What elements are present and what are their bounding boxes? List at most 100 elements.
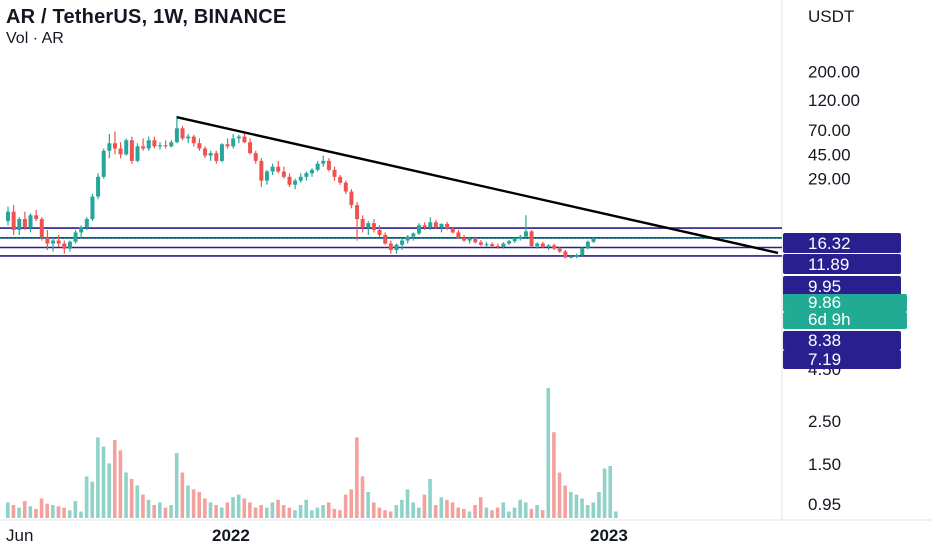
- volume-bar: [343, 494, 348, 518]
- volume-bar: [169, 505, 173, 518]
- candle-body: [360, 219, 365, 228]
- volume-bar: [56, 506, 61, 518]
- volume-bar: [411, 502, 415, 518]
- volume-bar: [614, 511, 618, 518]
- candle-body: [349, 191, 354, 206]
- candle-body: [585, 241, 590, 249]
- volume-bar: [428, 479, 432, 518]
- candle-body: [563, 251, 568, 258]
- candle-body: [34, 215, 39, 220]
- candle-body: [101, 150, 106, 177]
- badge-label: 7.19: [808, 350, 841, 369]
- candle-body: [242, 136, 247, 143]
- price-level-badge: [783, 233, 901, 253]
- candle-body: [338, 176, 343, 183]
- volume-bar: [433, 505, 438, 518]
- candle-body: [343, 182, 348, 192]
- candle-body: [388, 243, 393, 251]
- volume-bar: [422, 494, 427, 518]
- volume-bar: [371, 502, 376, 518]
- candle-body: [73, 232, 78, 242]
- volume-bar: [253, 507, 258, 518]
- volume-bar: [315, 507, 320, 518]
- candle-body: [355, 205, 360, 220]
- candle-body: [467, 238, 472, 241]
- quote-currency-label: USDT: [808, 7, 854, 26]
- volume-bar: [585, 505, 590, 518]
- candle-body: [90, 196, 95, 220]
- volume-bar: [450, 502, 455, 518]
- candle-body: [473, 238, 478, 243]
- volume-bar: [264, 507, 269, 518]
- volume-bar: [248, 502, 252, 518]
- volume-bar: [495, 507, 500, 518]
- volume-indicator-label: Vol · AR: [6, 30, 64, 47]
- volume-bar: [462, 508, 466, 518]
- volume-bar: [281, 505, 286, 518]
- candle-body: [11, 211, 16, 230]
- candle-body: [236, 136, 241, 139]
- badge-label: 6d 9h: [808, 310, 851, 329]
- candle-body: [332, 169, 337, 177]
- volume-bar: [219, 507, 224, 518]
- volume-bar: [332, 508, 337, 518]
- candle-body: [523, 231, 528, 237]
- candle-body: [315, 163, 320, 170]
- badge-label: 9.86: [808, 293, 841, 312]
- grid: [0, 0, 932, 521]
- volume-bar: [141, 494, 145, 518]
- volume-bar: [118, 450, 123, 518]
- volume-bar: [225, 502, 230, 518]
- candle-body: [501, 243, 506, 247]
- volume-bar: [597, 492, 601, 518]
- candle-body: [304, 173, 309, 177]
- volume-bar: [208, 502, 213, 518]
- volume-bar: [602, 468, 607, 518]
- volume-bar: [135, 485, 140, 518]
- volume-bar: [490, 510, 494, 518]
- candle-body: [39, 219, 44, 238]
- candle-body: [22, 219, 27, 228]
- candle-body: [79, 227, 84, 233]
- volume-bar: [158, 502, 162, 518]
- volume-bar: [456, 507, 460, 518]
- badge-label: 9.95: [808, 277, 841, 296]
- candle-body: [557, 248, 562, 252]
- candle-body: [546, 245, 551, 247]
- candle-body: [310, 169, 315, 174]
- candle-body: [270, 166, 275, 172]
- volume-bar: [484, 507, 489, 518]
- candle-body: [276, 166, 281, 172]
- volume-bar: [473, 505, 477, 518]
- candle-body: [394, 244, 399, 251]
- volume-bar: [276, 499, 280, 518]
- candle-body: [141, 146, 146, 149]
- volume-bar: [535, 505, 539, 518]
- candle-body: [287, 176, 292, 185]
- lower-tick-label: 2.50: [808, 412, 841, 431]
- chart-title: AR / TetherUS, 1W, BINANCE: [6, 6, 287, 28]
- volume-bar: [242, 498, 247, 518]
- volume-bar: [231, 497, 235, 518]
- volume-bar: [501, 502, 506, 518]
- volume-bar: [28, 506, 33, 518]
- candle-body: [197, 143, 202, 149]
- time-axis[interactable]: Jun 2022 2023: [6, 526, 628, 545]
- volume-bar: [383, 510, 387, 518]
- volume-bar: [152, 505, 156, 518]
- volume-bar: [22, 501, 27, 518]
- volume-bar: [236, 494, 241, 518]
- volume-bar: [79, 511, 83, 518]
- candle-body: [118, 148, 123, 155]
- volume-bar: [73, 501, 78, 518]
- candle-body: [264, 171, 269, 181]
- price-level-badge: [783, 350, 901, 369]
- volume-bar: [445, 499, 449, 518]
- price-level-badge: [783, 276, 901, 296]
- price-tick-label: 45.00: [808, 145, 851, 164]
- candle-body: [62, 243, 67, 249]
- price-axis[interactable]: 200.00120.0070.0045.0029.00USDT4.502.501…: [808, 7, 860, 514]
- volume-bar: [591, 502, 596, 518]
